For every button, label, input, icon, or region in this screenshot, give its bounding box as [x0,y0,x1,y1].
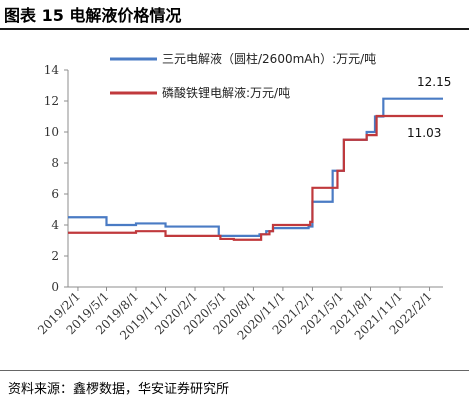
y-tick-label: 14 [44,63,60,77]
footer-divider [0,370,469,371]
figure-title: 图表 15 电解液价格情况 [4,6,182,25]
chart-axes: 024681012142019/2/12019/5/12019/8/12019/… [35,63,443,343]
y-tick-label: 6 [51,187,59,201]
y-tick-label: 8 [51,156,59,170]
chart-legend: 三元电解液（圆柱/2600mAh）:万元/吨 磷酸铁锂电解液:万元/吨 [110,51,376,100]
title-divider [0,28,469,30]
source-note: 资料来源：鑫椤数据，华安证券研究所 [8,382,230,397]
legend-label-series-2: 磷酸铁锂电解液:万元/吨 [162,85,290,100]
series-line-1 [68,97,443,237]
electrolyte-price-chart: 024681012142019/2/12019/5/12019/8/12019/… [35,51,451,343]
y-tick-label: 12 [44,94,59,108]
legend-label-series-1: 三元电解液（圆柱/2600mAh）:万元/吨 [162,51,376,66]
series-line-2 [68,114,443,241]
series-layer [68,97,443,241]
y-tick-label: 4 [51,218,59,232]
y-tick-label: 10 [44,125,59,139]
y-tick-label: 2 [51,249,59,263]
annotation-series-2-latest: 11.03 [407,126,441,140]
y-tick-label: 0 [51,280,59,294]
annotation-series-1-latest: 12.15 [417,75,451,89]
